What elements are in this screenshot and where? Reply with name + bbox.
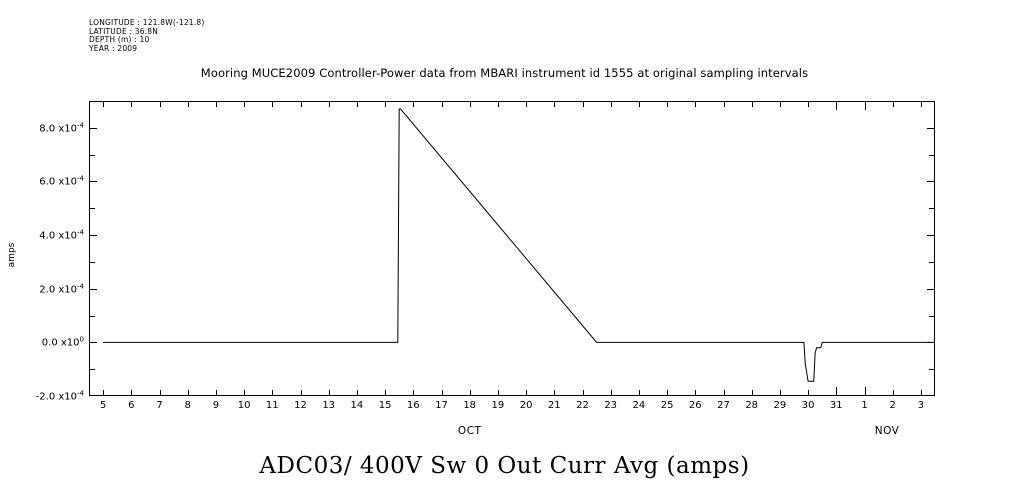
x-tick-label: 21 bbox=[547, 400, 561, 411]
x-tick-label: 19 bbox=[491, 400, 505, 411]
y-tick-label: 0.0 x100 bbox=[41, 335, 84, 350]
x-tick-label: 8 bbox=[184, 400, 191, 411]
x-tick-label: 6 bbox=[128, 400, 135, 411]
x-axis-tick-labels: 5 6 7 8 9 10 11 12 13 14 15 16 17 18 19 20 21 22 23 24 25 26 2… bbox=[89, 400, 935, 416]
metadata-block: LONGITUDE : 121.8W(-121.8) LATITUDE : 36… bbox=[89, 18, 205, 53]
x-tick-label: 29 bbox=[773, 400, 787, 411]
x-tick-label: 12 bbox=[294, 400, 307, 411]
x-tick-label: 28 bbox=[745, 400, 759, 411]
month-label: OCT bbox=[457, 425, 482, 437]
metadata-latitude: LATITUDE : 36.8N bbox=[89, 26, 159, 36]
chart-canvas bbox=[89, 101, 935, 396]
x-tick-label: 17 bbox=[435, 400, 448, 411]
y-tick-exponent: -4 bbox=[77, 228, 84, 237]
x-tick-label: 7 bbox=[156, 400, 163, 411]
axis-tick-marks bbox=[89, 101, 935, 396]
y-tick-exponent: -4 bbox=[77, 121, 84, 130]
x-tick-label: 18 bbox=[463, 400, 477, 411]
x-tick-label: 24 bbox=[632, 400, 646, 411]
x-tick-label: 27 bbox=[717, 400, 730, 411]
x-tick-label: 15 bbox=[378, 400, 392, 411]
x-tick-label: 10 bbox=[237, 400, 251, 411]
y-tick-label: 4.0 x10-4 bbox=[39, 228, 84, 242]
x-tick-label: 23 bbox=[604, 400, 618, 411]
y-tick-label: 2.0 x10-4 bbox=[39, 282, 84, 296]
month-label: NOV bbox=[874, 425, 900, 437]
x-tick-label: 31 bbox=[829, 400, 843, 411]
y-tick-exponent: 0 bbox=[79, 335, 84, 344]
x-tick-label: 25 bbox=[660, 400, 674, 411]
y-axis-tick-labels: 8.0 x10-4 6.0 x10-4 4.0 x10-4 2.0 x10-4 0.0 … bbox=[0, 101, 84, 403]
x-tick-label: 2 bbox=[889, 400, 896, 411]
x-tick-label: 13 bbox=[322, 400, 336, 411]
metadata-depth: DEPTH (m) : 10 bbox=[89, 35, 150, 45]
x-tick-label: 9 bbox=[212, 400, 220, 411]
x-tick-label: 30 bbox=[801, 400, 815, 411]
metadata-longitude: LONGITUDE : 121.8W(-121.8) bbox=[89, 18, 205, 27]
plot-title: Mooring MUCE2009 Controller-Power data f… bbox=[200, 66, 809, 80]
metadata-year: YEAR : 2009 bbox=[89, 43, 138, 53]
data-series-line bbox=[103, 108, 935, 382]
plot-frame bbox=[89, 101, 935, 396]
y-tick-label: 6.0 x10-4 bbox=[39, 174, 84, 189]
x-tick-label: 5 bbox=[99, 400, 107, 411]
y-tick-label: -2.0 x10-4 bbox=[35, 389, 84, 403]
y-tick-exponent: -4 bbox=[77, 282, 84, 291]
x-tick-label: 20 bbox=[519, 400, 533, 411]
x-tick-label: 22 bbox=[576, 400, 589, 411]
y-tick-exponent: -4 bbox=[77, 389, 84, 398]
y-tick-label: 8.0 x10-4 bbox=[39, 121, 84, 135]
x-tick-label: 14 bbox=[350, 400, 364, 411]
x-tick-label: 11 bbox=[265, 400, 279, 411]
plot-area bbox=[89, 101, 935, 396]
x-tick-label: 1 bbox=[861, 400, 868, 411]
x-tick-label: 16 bbox=[406, 400, 420, 411]
y-tick-exponent: -4 bbox=[77, 174, 84, 183]
x-tick-label: 3 bbox=[917, 400, 925, 411]
x-tick-label: 26 bbox=[688, 400, 702, 411]
figure-caption: ADC03/ 400V Sw 0 Out Curr Avg (amps) bbox=[259, 453, 750, 479]
x-axis-month-labels: OCT NOV bbox=[89, 425, 935, 441]
